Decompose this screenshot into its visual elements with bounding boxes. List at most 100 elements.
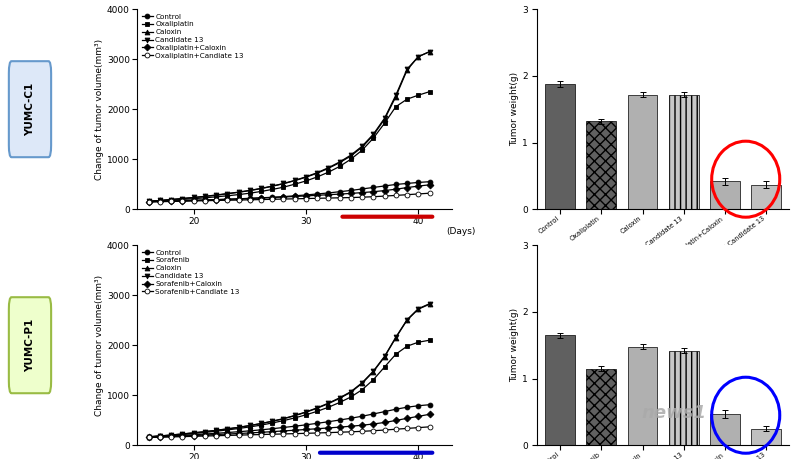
Sorafenib bbox=[211, 428, 221, 434]
Control bbox=[346, 415, 355, 421]
Control bbox=[211, 197, 221, 202]
Sorafenib+Caloxin bbox=[167, 434, 176, 439]
Y-axis label: Tumor weight(g): Tumor weight(g) bbox=[510, 308, 519, 382]
Sorafenib+Caloxin bbox=[178, 433, 187, 439]
Oxaliplatin bbox=[234, 192, 243, 197]
Oxaliplatin+Caloxin bbox=[200, 197, 210, 203]
Oxaliplatin+Caloxin bbox=[178, 198, 187, 203]
Line: Oxaliplatin+Candiate 13: Oxaliplatin+Candiate 13 bbox=[146, 191, 432, 204]
Sorafenib+Caloxin bbox=[279, 428, 289, 434]
Caloxin bbox=[189, 430, 198, 436]
Bar bbox=[587, 121, 616, 209]
Control bbox=[245, 196, 254, 201]
Sorafenib bbox=[425, 337, 434, 343]
Sorafenib+Candiate 13 bbox=[178, 434, 187, 439]
Sorafenib bbox=[245, 424, 254, 430]
Control bbox=[155, 199, 165, 204]
Control bbox=[312, 420, 322, 426]
Sorafenib+Candiate 13 bbox=[368, 428, 378, 433]
Oxaliplatin+Candiate 13 bbox=[245, 197, 254, 202]
Control bbox=[222, 196, 232, 202]
Oxaliplatin+Candiate 13 bbox=[279, 196, 289, 202]
Caloxin bbox=[200, 194, 210, 199]
Bar bbox=[752, 185, 781, 209]
Bar bbox=[587, 369, 616, 445]
Candidate 13 bbox=[425, 301, 434, 307]
Oxaliplatin bbox=[178, 197, 187, 202]
Candidate 13 bbox=[268, 183, 277, 189]
Candidate 13 bbox=[178, 431, 187, 437]
Bar bbox=[710, 414, 740, 445]
Sorafenib+Caloxin bbox=[222, 431, 232, 437]
Sorafenib+Caloxin bbox=[324, 425, 333, 431]
Candidate 13 bbox=[368, 369, 378, 374]
Bar bbox=[628, 347, 658, 445]
Sorafenib bbox=[312, 409, 322, 414]
Sorafenib bbox=[222, 427, 232, 433]
Control bbox=[155, 434, 165, 439]
Caloxin bbox=[279, 181, 289, 186]
Sorafenib+Caloxin bbox=[155, 434, 165, 440]
Control bbox=[290, 193, 300, 199]
Caloxin bbox=[335, 160, 344, 165]
Control bbox=[189, 197, 198, 203]
Oxaliplatin bbox=[357, 147, 367, 153]
Oxaliplatin+Caloxin bbox=[346, 190, 355, 196]
Oxaliplatin+Candiate 13 bbox=[301, 196, 311, 202]
Control bbox=[346, 188, 355, 193]
Control bbox=[211, 431, 221, 436]
Oxaliplatin+Caloxin bbox=[245, 196, 254, 201]
Candidate 13 bbox=[301, 174, 311, 179]
Candidate 13 bbox=[290, 413, 300, 418]
Candidate 13 bbox=[144, 199, 154, 204]
Sorafenib bbox=[301, 412, 311, 418]
Caloxin bbox=[346, 153, 355, 159]
Control bbox=[324, 190, 333, 196]
Line: Candidate 13: Candidate 13 bbox=[146, 49, 432, 204]
Sorafenib bbox=[155, 433, 165, 439]
Sorafenib+Caloxin bbox=[245, 430, 254, 436]
Control bbox=[402, 404, 412, 410]
Sorafenib+Candiate 13 bbox=[380, 427, 390, 433]
Control bbox=[290, 424, 300, 429]
Control bbox=[312, 191, 322, 197]
Candidate 13 bbox=[357, 144, 367, 149]
Oxaliplatin+Caloxin bbox=[357, 190, 367, 196]
Candidate 13 bbox=[368, 131, 378, 137]
Oxaliplatin+Candiate 13 bbox=[335, 195, 344, 201]
Candidate 13 bbox=[391, 335, 401, 340]
Caloxin bbox=[290, 413, 300, 419]
Control bbox=[402, 181, 412, 186]
Oxaliplatin+Candiate 13 bbox=[200, 198, 210, 203]
Caloxin bbox=[312, 405, 322, 411]
Caloxin bbox=[234, 425, 243, 430]
Caloxin bbox=[425, 302, 434, 307]
Line: Oxaliplatin+Caloxin: Oxaliplatin+Caloxin bbox=[146, 182, 432, 204]
Sorafenib+Candiate 13 bbox=[312, 430, 322, 436]
Caloxin bbox=[402, 318, 412, 323]
Candidate 13 bbox=[256, 185, 265, 191]
Oxaliplatin bbox=[335, 164, 344, 169]
Caloxin bbox=[211, 192, 221, 198]
Caloxin bbox=[279, 416, 289, 421]
Caloxin bbox=[155, 198, 165, 203]
Control bbox=[335, 417, 344, 423]
Oxaliplatin+Caloxin bbox=[414, 183, 423, 189]
Oxaliplatin+Caloxin bbox=[256, 195, 265, 201]
Oxaliplatin+Candiate 13 bbox=[414, 191, 423, 197]
Candidate 13 bbox=[268, 419, 277, 424]
Caloxin bbox=[167, 197, 176, 202]
Oxaliplatin+Caloxin bbox=[234, 196, 243, 202]
Caloxin bbox=[414, 54, 423, 59]
Oxaliplatin+Caloxin bbox=[425, 182, 434, 188]
Sorafenib bbox=[290, 415, 300, 421]
Sorafenib+Candiate 13 bbox=[211, 433, 221, 438]
Candidate 13 bbox=[144, 434, 154, 440]
Oxaliplatin+Candiate 13 bbox=[211, 198, 221, 203]
Sorafenib+Candiate 13 bbox=[256, 432, 265, 437]
Sorafenib+Candiate 13 bbox=[357, 429, 367, 434]
Control bbox=[324, 419, 333, 425]
Candidate 13 bbox=[414, 54, 423, 59]
Sorafenib+Caloxin bbox=[357, 422, 367, 428]
Caloxin bbox=[245, 188, 254, 193]
